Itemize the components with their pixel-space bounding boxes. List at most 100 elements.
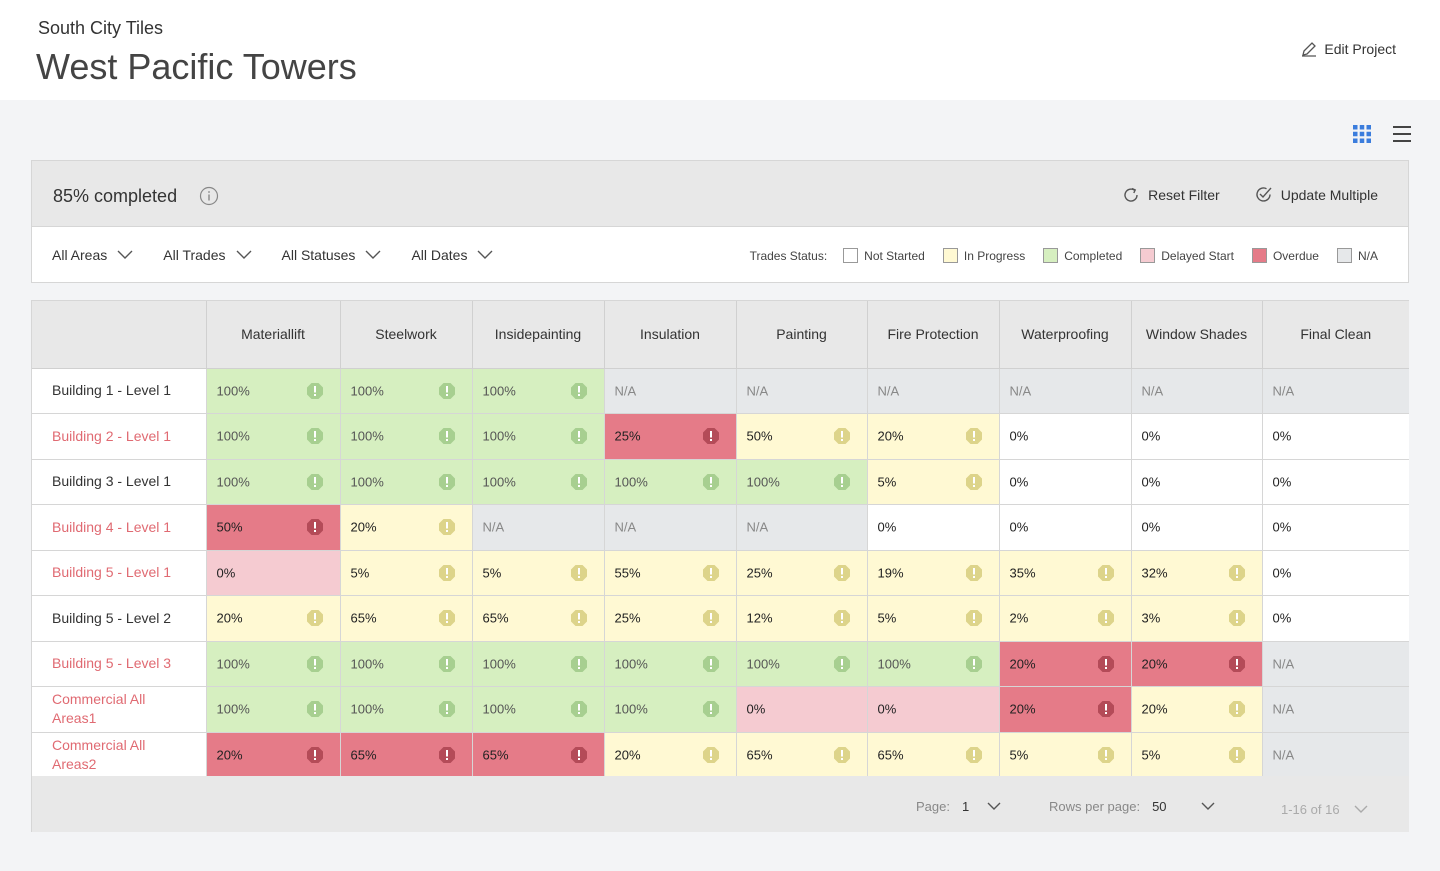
status-cell[interactable]: 0%: [1262, 459, 1409, 505]
column-header[interactable]: Waterproofing: [999, 301, 1132, 369]
alert-icon[interactable]: [1228, 655, 1246, 673]
status-cell[interactable]: 3%: [1131, 595, 1263, 642]
alert-icon[interactable]: [702, 473, 720, 491]
rows-per-page-selector[interactable]: Rows per page: 50: [1049, 799, 1215, 814]
reset-filter-button[interactable]: Reset Filter: [1122, 185, 1220, 204]
alert-icon[interactable]: [438, 382, 456, 400]
alert-icon[interactable]: [570, 746, 588, 764]
status-cell[interactable]: 35%: [999, 550, 1132, 596]
status-cell[interactable]: 0%: [1131, 504, 1263, 551]
status-cell[interactable]: N/A: [736, 504, 868, 551]
alert-icon[interactable]: [570, 609, 588, 627]
status-cell[interactable]: 0%: [736, 686, 868, 733]
status-cell[interactable]: 0%: [1262, 595, 1409, 642]
status-cell[interactable]: 0%: [1262, 504, 1409, 551]
status-cell[interactable]: 5%: [867, 595, 1000, 642]
row-label[interactable]: Building 5 - Level 2: [32, 595, 207, 642]
alert-icon[interactable]: [702, 427, 720, 445]
alert-icon[interactable]: [570, 564, 588, 582]
status-cell[interactable]: 100%: [472, 641, 605, 687]
status-cell[interactable]: 20%: [340, 504, 473, 551]
status-cell[interactable]: 100%: [604, 686, 737, 733]
alert-icon[interactable]: [306, 473, 324, 491]
status-cell[interactable]: N/A: [1262, 641, 1409, 687]
status-cell[interactable]: 0%: [999, 459, 1132, 505]
status-cell[interactable]: 5%: [472, 550, 605, 596]
status-cell[interactable]: 25%: [604, 595, 737, 642]
update-multiple-button[interactable]: Update Multiple: [1254, 185, 1378, 204]
status-cell[interactable]: N/A: [1262, 732, 1409, 778]
status-cell[interactable]: 20%: [1131, 641, 1263, 687]
status-cell[interactable]: 100%: [206, 459, 341, 505]
alert-icon[interactable]: [306, 518, 324, 536]
status-cell[interactable]: 100%: [472, 413, 605, 460]
column-header[interactable]: Insulation: [604, 301, 737, 369]
status-cell[interactable]: 65%: [340, 732, 473, 778]
status-cell[interactable]: N/A: [472, 504, 605, 551]
alert-icon[interactable]: [1097, 700, 1115, 718]
status-cell[interactable]: 100%: [340, 641, 473, 687]
row-label[interactable]: Building 2 - Level 1: [32, 413, 207, 460]
status-cell[interactable]: 65%: [472, 595, 605, 642]
status-cell[interactable]: 100%: [736, 641, 868, 687]
alert-icon[interactable]: [1097, 746, 1115, 764]
alert-icon[interactable]: [1228, 609, 1246, 627]
trades-filter[interactable]: All Trades: [163, 247, 251, 263]
status-cell[interactable]: 20%: [604, 732, 737, 778]
dates-filter[interactable]: All Dates: [411, 247, 493, 263]
status-cell[interactable]: 0%: [999, 504, 1132, 551]
status-cell[interactable]: 100%: [340, 686, 473, 733]
status-cell[interactable]: 65%: [736, 732, 868, 778]
status-cell[interactable]: 0%: [206, 550, 341, 596]
alert-icon[interactable]: [965, 473, 983, 491]
alert-icon[interactable]: [702, 609, 720, 627]
alert-icon[interactable]: [965, 564, 983, 582]
alert-icon[interactable]: [1097, 655, 1115, 673]
alert-icon[interactable]: [306, 382, 324, 400]
status-cell[interactable]: N/A: [1262, 686, 1409, 733]
status-cell[interactable]: N/A: [999, 368, 1132, 414]
alert-icon[interactable]: [833, 473, 851, 491]
alert-icon[interactable]: [1228, 564, 1246, 582]
list-view-button[interactable]: [1390, 122, 1414, 146]
status-cell[interactable]: 100%: [867, 641, 1000, 687]
alert-icon[interactable]: [438, 700, 456, 718]
alert-icon[interactable]: [570, 427, 588, 445]
status-cell[interactable]: 100%: [206, 686, 341, 733]
alert-icon[interactable]: [965, 427, 983, 445]
column-header[interactable]: Window Shades: [1131, 301, 1263, 369]
alert-icon[interactable]: [965, 746, 983, 764]
alert-icon[interactable]: [965, 609, 983, 627]
alert-icon[interactable]: [306, 746, 324, 764]
alert-icon[interactable]: [833, 564, 851, 582]
alert-icon[interactable]: [306, 427, 324, 445]
column-header[interactable]: Steelwork: [340, 301, 473, 369]
status-cell[interactable]: 0%: [1131, 413, 1263, 460]
alert-icon[interactable]: [1097, 564, 1115, 582]
status-cell[interactable]: 100%: [604, 459, 737, 505]
status-cell[interactable]: 20%: [999, 686, 1132, 733]
alert-icon[interactable]: [570, 382, 588, 400]
status-cell[interactable]: 100%: [206, 641, 341, 687]
status-cell[interactable]: 100%: [340, 459, 473, 505]
status-cell[interactable]: 25%: [736, 550, 868, 596]
column-header[interactable]: Insidepainting: [472, 301, 605, 369]
alert-icon[interactable]: [833, 746, 851, 764]
alert-icon[interactable]: [438, 655, 456, 673]
statuses-filter[interactable]: All Statuses: [282, 247, 382, 263]
alert-icon[interactable]: [833, 427, 851, 445]
status-cell[interactable]: 20%: [206, 595, 341, 642]
status-cell[interactable]: 0%: [999, 413, 1132, 460]
status-cell[interactable]: 100%: [604, 641, 737, 687]
status-cell[interactable]: 5%: [867, 459, 1000, 505]
grid-view-button[interactable]: [1350, 122, 1374, 146]
status-cell[interactable]: 0%: [1262, 413, 1409, 460]
status-cell[interactable]: 5%: [1131, 732, 1263, 778]
alert-icon[interactable]: [306, 655, 324, 673]
column-header[interactable]: Painting: [736, 301, 868, 369]
alert-icon[interactable]: [438, 473, 456, 491]
alert-icon[interactable]: [965, 655, 983, 673]
status-cell[interactable]: 0%: [867, 504, 1000, 551]
row-label[interactable]: Commercial All Areas2: [32, 732, 207, 778]
status-cell[interactable]: N/A: [604, 504, 737, 551]
